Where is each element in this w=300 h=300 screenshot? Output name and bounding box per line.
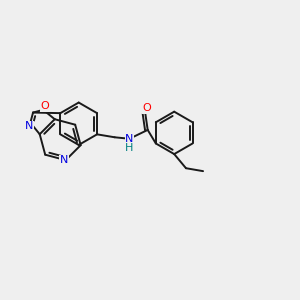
Text: O: O xyxy=(40,101,49,111)
Text: N: N xyxy=(125,134,134,144)
Text: N: N xyxy=(60,155,68,165)
Text: N: N xyxy=(25,121,33,131)
Text: O: O xyxy=(142,103,151,113)
Text: H: H xyxy=(125,142,133,153)
